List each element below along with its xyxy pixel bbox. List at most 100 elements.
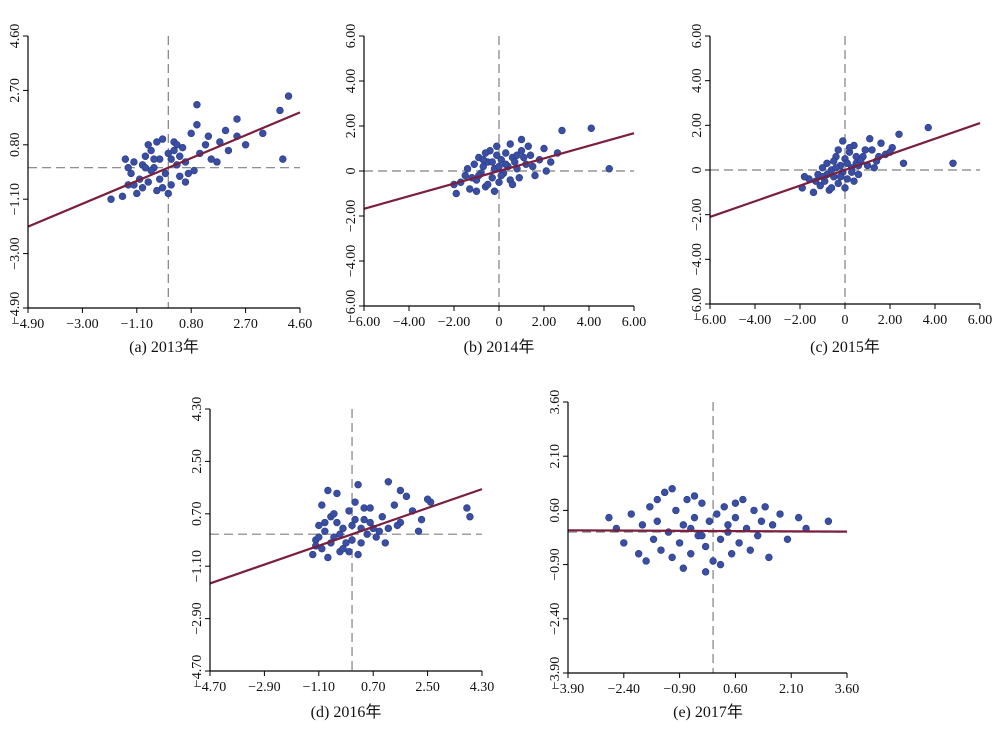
x-tick-label: 0.80	[179, 317, 204, 332]
data-point	[542, 167, 550, 175]
data-point	[204, 132, 213, 140]
data-point	[852, 152, 860, 161]
data-point	[497, 156, 505, 164]
scatter-plot-svg: −6.00 −4.00 −2.00 0 2.00 4.00 6.00 −6.00 −4.00 −2…	[690, 24, 992, 328]
caption-2016: (d) 2016年	[310, 704, 382, 721]
data-point	[497, 171, 505, 180]
x-tick-label: −6.00	[694, 313, 726, 328]
y-tick-label: −2.00	[690, 198, 705, 230]
y-tick-label: 4.00	[344, 69, 359, 94]
y-tick-label: 2.00	[344, 114, 359, 139]
data-point	[526, 151, 535, 159]
data-point	[761, 503, 769, 511]
data-point	[776, 510, 784, 518]
x-tick-label: −2.40	[608, 682, 640, 697]
data-point	[841, 184, 849, 192]
data-point	[877, 139, 885, 147]
data-point	[201, 141, 210, 149]
y-tick-label: 4.00	[690, 68, 705, 93]
x-tick-label: 4.00	[923, 313, 948, 328]
data-point	[513, 151, 521, 159]
data-point	[309, 550, 317, 559]
y-tick-label: −1.10	[8, 183, 23, 215]
data-point	[861, 146, 869, 154]
y-tick-label: 6.00	[344, 24, 359, 49]
data-point	[750, 506, 758, 515]
data-point	[816, 181, 824, 190]
x-tick-label: −2.00	[784, 313, 816, 328]
data-point	[690, 513, 699, 522]
data-point	[672, 506, 680, 515]
data-point	[854, 170, 863, 179]
data-point	[634, 550, 643, 558]
y-tick-label: −4.70	[190, 655, 205, 687]
regression-line	[363, 132, 635, 210]
data-point	[832, 164, 840, 172]
x-tick-label: 4.00	[577, 315, 602, 330]
data-point	[417, 515, 426, 524]
data-point	[138, 184, 147, 192]
data-point	[402, 492, 411, 501]
x-tick-label: −4.70	[194, 680, 226, 695]
y-tick-label: 0.70	[190, 502, 205, 527]
data-point	[502, 160, 510, 168]
data-point	[279, 155, 287, 163]
data-point	[705, 517, 714, 525]
data-point	[351, 498, 359, 506]
x-tick-label: 4.30	[470, 680, 495, 695]
data-point	[130, 158, 138, 166]
scatter-plot-svg: −3.90 −2.40 −0.90 0.60 2.10 3.60 −3.90 −2.40 −0.…	[548, 390, 859, 697]
scatter-panel-2014: −6.00 −4.00 −2.00 0 2.00 4.00 6.00 −6.00 −4.00 −2…	[304, 24, 647, 330]
data-point	[511, 158, 519, 166]
data-point	[153, 138, 161, 146]
data-point	[668, 553, 676, 562]
data-point	[495, 178, 503, 186]
data-point	[768, 521, 777, 529]
data-point	[333, 489, 341, 498]
data-point	[508, 180, 517, 189]
data-point	[701, 568, 710, 576]
data-point	[839, 137, 847, 145]
data-point	[531, 171, 539, 180]
data-point	[731, 513, 740, 522]
data-point	[470, 160, 478, 168]
data-point	[809, 188, 818, 197]
data-point	[354, 550, 362, 559]
data-point	[351, 515, 359, 524]
data-point	[423, 495, 432, 503]
y-tick-label: −2.40	[548, 603, 563, 635]
regression-line	[567, 529, 848, 533]
y-tick-label: 0.60	[548, 498, 563, 523]
data-point	[315, 533, 323, 541]
data-point	[156, 175, 164, 183]
data-point	[342, 539, 350, 547]
x-tick-label: 2.50	[415, 680, 440, 695]
data-point	[713, 510, 721, 518]
y-tick-label: −4.90	[8, 292, 23, 324]
data-point	[213, 158, 221, 166]
data-point	[698, 499, 706, 507]
data-point	[375, 527, 383, 535]
data-point	[354, 480, 362, 489]
data-point	[133, 189, 141, 198]
data-point	[348, 536, 356, 544]
data-point	[452, 189, 460, 198]
data-point	[481, 149, 490, 157]
data-point	[701, 542, 710, 551]
data-point	[493, 142, 501, 150]
data-point	[783, 535, 792, 544]
data-point	[221, 126, 230, 135]
data-point	[850, 177, 858, 185]
data-point	[167, 155, 175, 163]
y-tick-label: 2.70	[8, 78, 23, 103]
x-tick-label: 6.00	[622, 315, 647, 330]
data-point	[716, 560, 725, 569]
y-tick-label: 3.60	[548, 390, 563, 415]
data-point	[164, 189, 172, 198]
x-tick-label: −1.10	[121, 317, 153, 332]
x-tick-label: −4.00	[739, 313, 771, 328]
data-point	[276, 106, 284, 115]
data-point	[490, 187, 499, 195]
data-point	[735, 539, 743, 547]
data-point	[141, 164, 150, 172]
